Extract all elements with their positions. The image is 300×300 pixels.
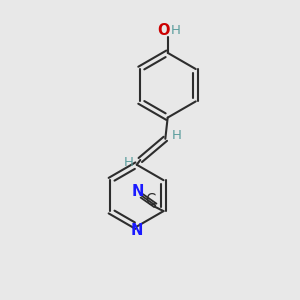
Text: H: H [171,24,181,37]
Text: H: H [124,156,134,169]
Text: N: N [131,184,144,199]
Text: C: C [145,194,155,208]
Text: N: N [130,223,143,238]
Text: O: O [158,23,170,38]
Text: H: H [172,129,182,142]
